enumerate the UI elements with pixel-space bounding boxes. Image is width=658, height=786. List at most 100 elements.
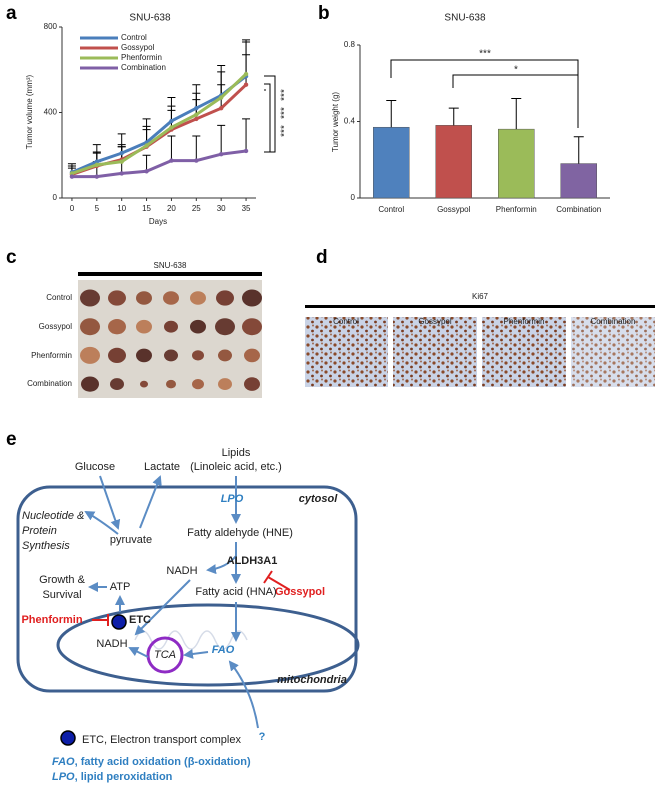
node-label: Fatty aldehyde (HNE) <box>187 527 293 539</box>
data-point <box>243 148 249 154</box>
tumor <box>164 320 178 333</box>
node-label: Synthesis <box>22 540 70 552</box>
enzyme-label: ALDH3A1 <box>227 555 278 567</box>
y-tick-label: 400 <box>44 108 58 117</box>
error-bar <box>511 98 522 130</box>
x-tick-label: 5 <box>95 204 100 213</box>
row-label: Gossypol <box>39 322 73 331</box>
data-point <box>169 118 174 124</box>
data-point <box>169 158 174 163</box>
arrow <box>84 511 119 535</box>
tumor <box>166 379 176 389</box>
legend-label: Gossypol <box>121 43 155 52</box>
legend-label: Combination <box>121 63 166 72</box>
error-bar <box>573 136 584 164</box>
error-bar <box>242 41 251 75</box>
x-axis-label: Days <box>149 217 167 226</box>
ihc-images <box>305 317 655 387</box>
tca-cycle <box>146 636 184 674</box>
node-label: ETC <box>129 614 151 626</box>
series-line <box>71 72 248 175</box>
panel-label: e <box>6 429 17 450</box>
node-label: FAO <box>212 644 235 656</box>
tumor <box>192 350 204 361</box>
significance-bracket <box>390 59 579 128</box>
data-point <box>69 171 75 176</box>
tumor <box>242 289 262 307</box>
tumor <box>81 376 99 392</box>
mitochondria-shape <box>56 603 360 687</box>
error-bar <box>217 124 226 155</box>
series-line <box>71 149 247 179</box>
data-point <box>243 82 249 87</box>
tumor <box>140 380 148 388</box>
bar <box>498 128 535 199</box>
data-point <box>119 159 124 164</box>
x-tick-label: Combination <box>556 205 601 214</box>
arrow <box>228 660 259 729</box>
significance: * <box>514 65 518 76</box>
data-point <box>218 106 224 111</box>
tumor <box>136 348 152 363</box>
panel-label: a <box>6 3 17 24</box>
tumor <box>80 289 100 307</box>
significance-bracket <box>264 75 276 153</box>
legend-label: Phenformin <box>121 53 162 62</box>
panel-label: d <box>316 247 328 268</box>
significance: *** <box>280 125 291 137</box>
node-label: Lactate <box>144 461 180 473</box>
node-label: Glucose <box>75 461 115 473</box>
tumor <box>108 347 126 364</box>
legend-term: LPO <box>52 771 75 783</box>
tumor <box>192 379 204 390</box>
error-bar <box>142 154 151 172</box>
column-label: Phenformin <box>504 317 545 326</box>
column-label: Combination <box>591 317 636 326</box>
inhibition <box>92 614 109 626</box>
arrow <box>128 647 149 658</box>
data-point <box>94 159 100 164</box>
legend-label: Control <box>121 33 147 42</box>
arrow <box>139 475 162 529</box>
significance: *** <box>479 49 491 60</box>
data-point <box>94 174 100 179</box>
legend-symbol <box>60 730 76 746</box>
bar <box>560 163 597 199</box>
row-label: Phenformin <box>31 351 72 360</box>
data-point <box>119 150 124 156</box>
node-label: Protein <box>22 525 57 537</box>
tumor <box>218 378 232 391</box>
data-point <box>218 95 224 100</box>
y-axis-label: Tumor weight (g) <box>331 92 340 153</box>
node-label: LPO <box>221 493 244 505</box>
error-bar <box>167 135 176 161</box>
ihc-image <box>305 317 388 387</box>
tumor <box>244 377 260 391</box>
x-tick-label: 30 <box>217 204 226 213</box>
y-tick-label: 0.4 <box>344 117 356 126</box>
y-axis-label: Tumor volume (mm³) <box>25 74 34 149</box>
node-label: TCA <box>154 649 176 661</box>
ihc-image <box>571 317 655 387</box>
arrow <box>134 579 191 636</box>
node-label: Nucleotide & <box>22 510 84 522</box>
legend-text: , fatty acid oxidation (β-oxidation) <box>75 756 251 768</box>
error-bar <box>448 107 459 126</box>
significance: *** <box>280 89 291 101</box>
node-label: Lipids <box>222 447 251 459</box>
group-bar <box>305 305 655 308</box>
row-label: Control <box>46 293 72 302</box>
bar <box>435 125 472 199</box>
data-point <box>169 125 174 130</box>
compartment-label: mitochondria <box>277 674 347 686</box>
tumor <box>110 378 124 391</box>
error-bar <box>192 92 201 115</box>
data-point <box>194 112 199 117</box>
series-line <box>71 74 247 174</box>
x-tick-label: 25 <box>192 204 201 213</box>
column-label: Control <box>333 317 359 326</box>
tumor <box>242 318 262 336</box>
x-tick-label: 15 <box>142 204 151 213</box>
data-point <box>218 151 224 157</box>
